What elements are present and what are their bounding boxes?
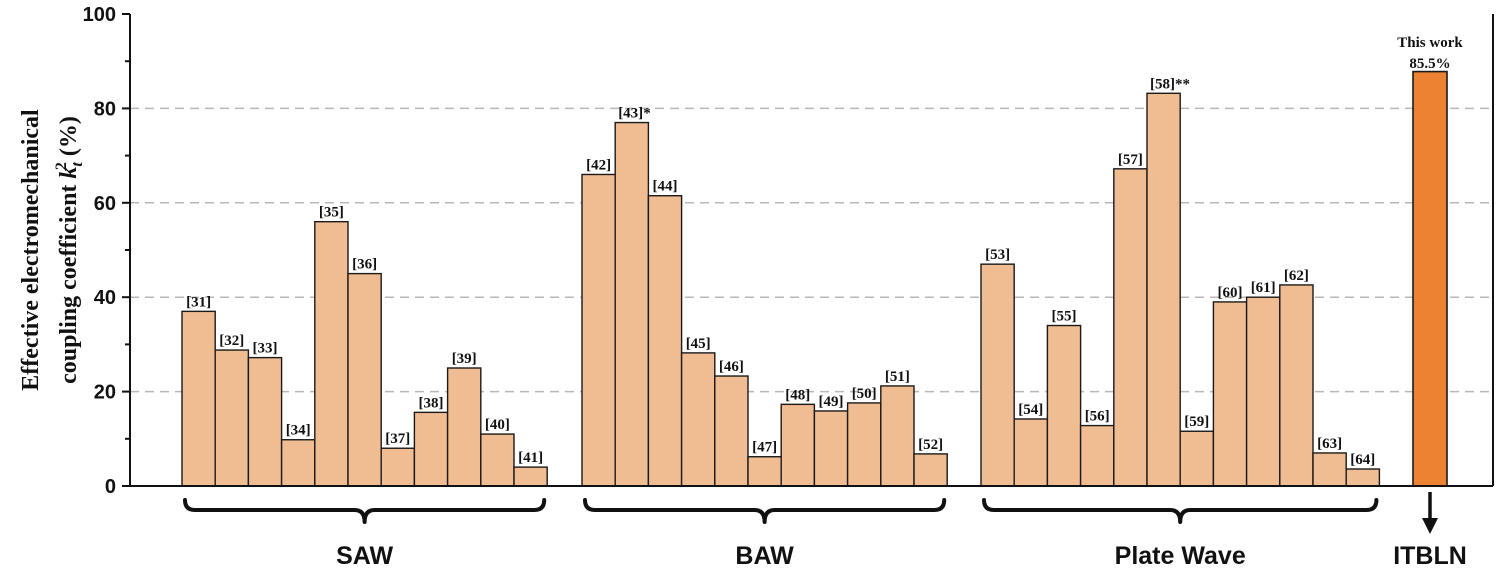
bar-label: [31] — [186, 294, 211, 310]
y-axis-label-line1: Effective electromechanical — [18, 109, 44, 391]
bar-label: [38] — [419, 395, 444, 411]
bar — [1113, 168, 1148, 487]
bar-label: [58]** — [1150, 76, 1190, 92]
bar — [614, 121, 650, 487]
bar-label: [34] — [286, 423, 311, 439]
bar-label: [45] — [686, 336, 711, 352]
group-braces: SAW BAW Plate Wave ITBLN — [183, 492, 1467, 570]
bar-label: [61] — [1251, 280, 1276, 296]
y-tick-label: 80 — [94, 98, 116, 120]
y-axis-symbol: k — [56, 167, 82, 179]
bar-label: [62] — [1284, 268, 1309, 284]
y-axis-superscript: 2 — [53, 162, 70, 170]
bar-label: [47] — [752, 440, 777, 456]
bar — [780, 403, 816, 487]
bar — [181, 310, 216, 487]
bar — [247, 356, 283, 487]
y-tick-label: 100 — [83, 4, 116, 26]
y-axis-label-line2: coupling coefficient — [56, 179, 82, 384]
bar — [1345, 468, 1381, 487]
bar-label: [44] — [653, 179, 678, 195]
bar — [581, 173, 616, 487]
bar-label: [55] — [1052, 309, 1077, 325]
bar-label: [40] — [485, 417, 510, 433]
bar — [980, 263, 1015, 487]
this-work-value: 85.5% — [1409, 56, 1450, 72]
group-label: Plate Wave — [1115, 542, 1246, 570]
bar — [446, 367, 482, 487]
bar-label: [46] — [719, 359, 744, 375]
y-tick-label: 0 — [105, 476, 116, 498]
bar-label: [64] — [1350, 452, 1375, 468]
bar — [1245, 296, 1281, 487]
bar — [380, 447, 416, 487]
highlight-label: ITBLN — [1393, 542, 1467, 570]
group-label: SAW — [336, 542, 393, 570]
bar — [1079, 424, 1115, 487]
bar — [647, 195, 683, 487]
bar-label: [51] — [885, 369, 910, 385]
y-tick-label: 40 — [94, 287, 116, 309]
bar-label: [33] — [253, 341, 278, 357]
bar-label: [56] — [1085, 409, 1110, 425]
group-brace — [583, 498, 947, 524]
bar-label: [37] — [385, 431, 410, 447]
y-ticks: 0 20 40 60 80 100 — [83, 4, 130, 498]
bar — [846, 402, 882, 487]
bar-label: [57] — [1118, 152, 1143, 168]
y-axis-unit: (%) — [56, 116, 82, 162]
bar-label: [49] — [819, 394, 844, 410]
bar — [714, 375, 749, 487]
y-axis-subscript: t — [69, 162, 86, 167]
y-tick-label: 60 — [94, 193, 116, 215]
bar-label: [63] — [1317, 436, 1342, 452]
bar — [880, 385, 915, 487]
bar — [347, 272, 382, 487]
bar-label: [43]* — [618, 106, 651, 122]
bar — [1279, 284, 1314, 487]
bar — [813, 410, 849, 487]
highlight-arrow-head — [1422, 518, 1438, 534]
bar-labels: [31] [32] [33] [34] [35] [36] [37] [38] [39] [40]… — [186, 76, 1375, 468]
bar-label: [42] — [586, 157, 611, 173]
bar-label: [59] — [1184, 414, 1209, 430]
bar — [214, 349, 250, 487]
bar — [1179, 430, 1215, 487]
bar-label: [52] — [918, 437, 943, 453]
bar-label: [53] — [985, 247, 1010, 263]
highlight-bar — [1412, 70, 1448, 487]
bar-label: [41] — [518, 450, 543, 466]
bar-label: [48] — [785, 387, 810, 403]
bar-label: [60] — [1218, 285, 1243, 301]
bar-label: [50] — [852, 386, 877, 402]
bar — [1312, 452, 1347, 487]
bar-label: [35] — [319, 205, 344, 221]
this-work-annotation: This work — [1397, 35, 1463, 51]
bar — [314, 220, 349, 487]
bar — [1013, 418, 1049, 487]
bar — [747, 456, 782, 487]
y-axis-label-2: coupling coefficient kt2 (%) — [53, 116, 86, 384]
bar-label: [36] — [352, 257, 377, 273]
group-brace — [183, 498, 547, 524]
bar — [1146, 92, 1181, 487]
bar-label: [32] — [219, 333, 244, 349]
bar-label: [39] — [452, 351, 477, 367]
bars — [181, 70, 1448, 487]
bar — [1212, 301, 1248, 487]
bar — [913, 453, 948, 487]
bar-label: [54] — [1018, 402, 1043, 418]
bar — [513, 466, 548, 487]
bar — [480, 433, 515, 487]
y-tick-label: 20 — [94, 382, 116, 404]
bar — [413, 411, 449, 487]
bar — [680, 352, 716, 487]
bar — [280, 439, 316, 487]
group-label: BAW — [735, 542, 794, 570]
bar — [1046, 324, 1082, 487]
y-axis-label: Effective electromechanical — [18, 109, 44, 391]
group-brace — [982, 498, 1379, 524]
